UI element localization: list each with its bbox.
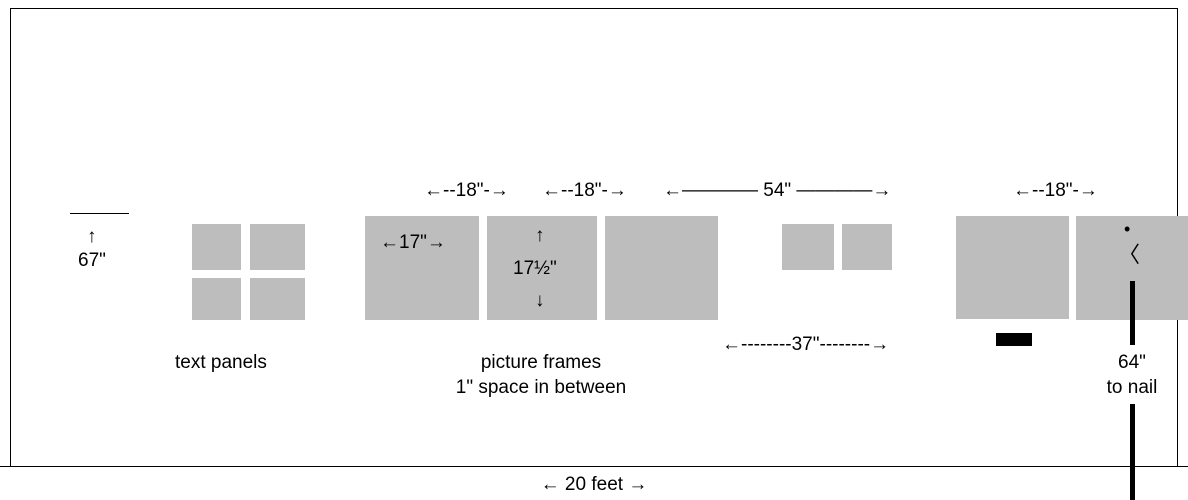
spacing-54: ←———— 54" ————→ <box>663 180 892 201</box>
text-panel <box>192 278 241 320</box>
figure-head: • <box>1124 219 1131 239</box>
spacing-18-b: ←--18"-→ <box>542 180 627 201</box>
picture-frames-sub-label: 1" space in between <box>455 377 627 398</box>
floor-line <box>0 466 1188 467</box>
text-panel <box>250 278 305 320</box>
nail-height-label: 64" <box>1118 352 1146 373</box>
text-panels-label: text panels <box>175 352 267 373</box>
height-arrow-up: ↑ <box>535 225 545 246</box>
height-arrow-down: ↓ <box>535 290 545 311</box>
picture-frames-label: picture frames <box>480 352 602 373</box>
spacing-37: ←--------37"--------→ <box>722 334 890 355</box>
figure-body: 〈 <box>1118 242 1141 267</box>
height-67-label: 67" <box>78 250 106 271</box>
overall-width-label: ← 20 feet → <box>540 474 648 495</box>
picture-frame <box>365 216 479 320</box>
picture-frame <box>487 216 597 320</box>
spacing-18-a: ←--18"-→ <box>424 180 509 201</box>
spacing-18-c: ←--18"-→ <box>1013 180 1098 201</box>
nail-height-line-upper <box>1130 281 1135 345</box>
nail-height-line-lower <box>1130 404 1135 500</box>
text-panel <box>250 224 305 270</box>
small-panel <box>782 224 834 270</box>
picture-frame <box>605 216 718 320</box>
height-67-arrow: ↑ <box>87 226 97 247</box>
width-17-label: ←17"→ <box>380 232 446 253</box>
height-67-rule <box>70 213 129 214</box>
label-plate <box>996 333 1032 346</box>
right-frame <box>956 216 1069 319</box>
height-17-5-label: 17½" <box>513 258 557 279</box>
text-panel <box>192 224 241 270</box>
small-panel <box>842 224 892 270</box>
nail-height-sub-label: to nail <box>1106 377 1158 398</box>
